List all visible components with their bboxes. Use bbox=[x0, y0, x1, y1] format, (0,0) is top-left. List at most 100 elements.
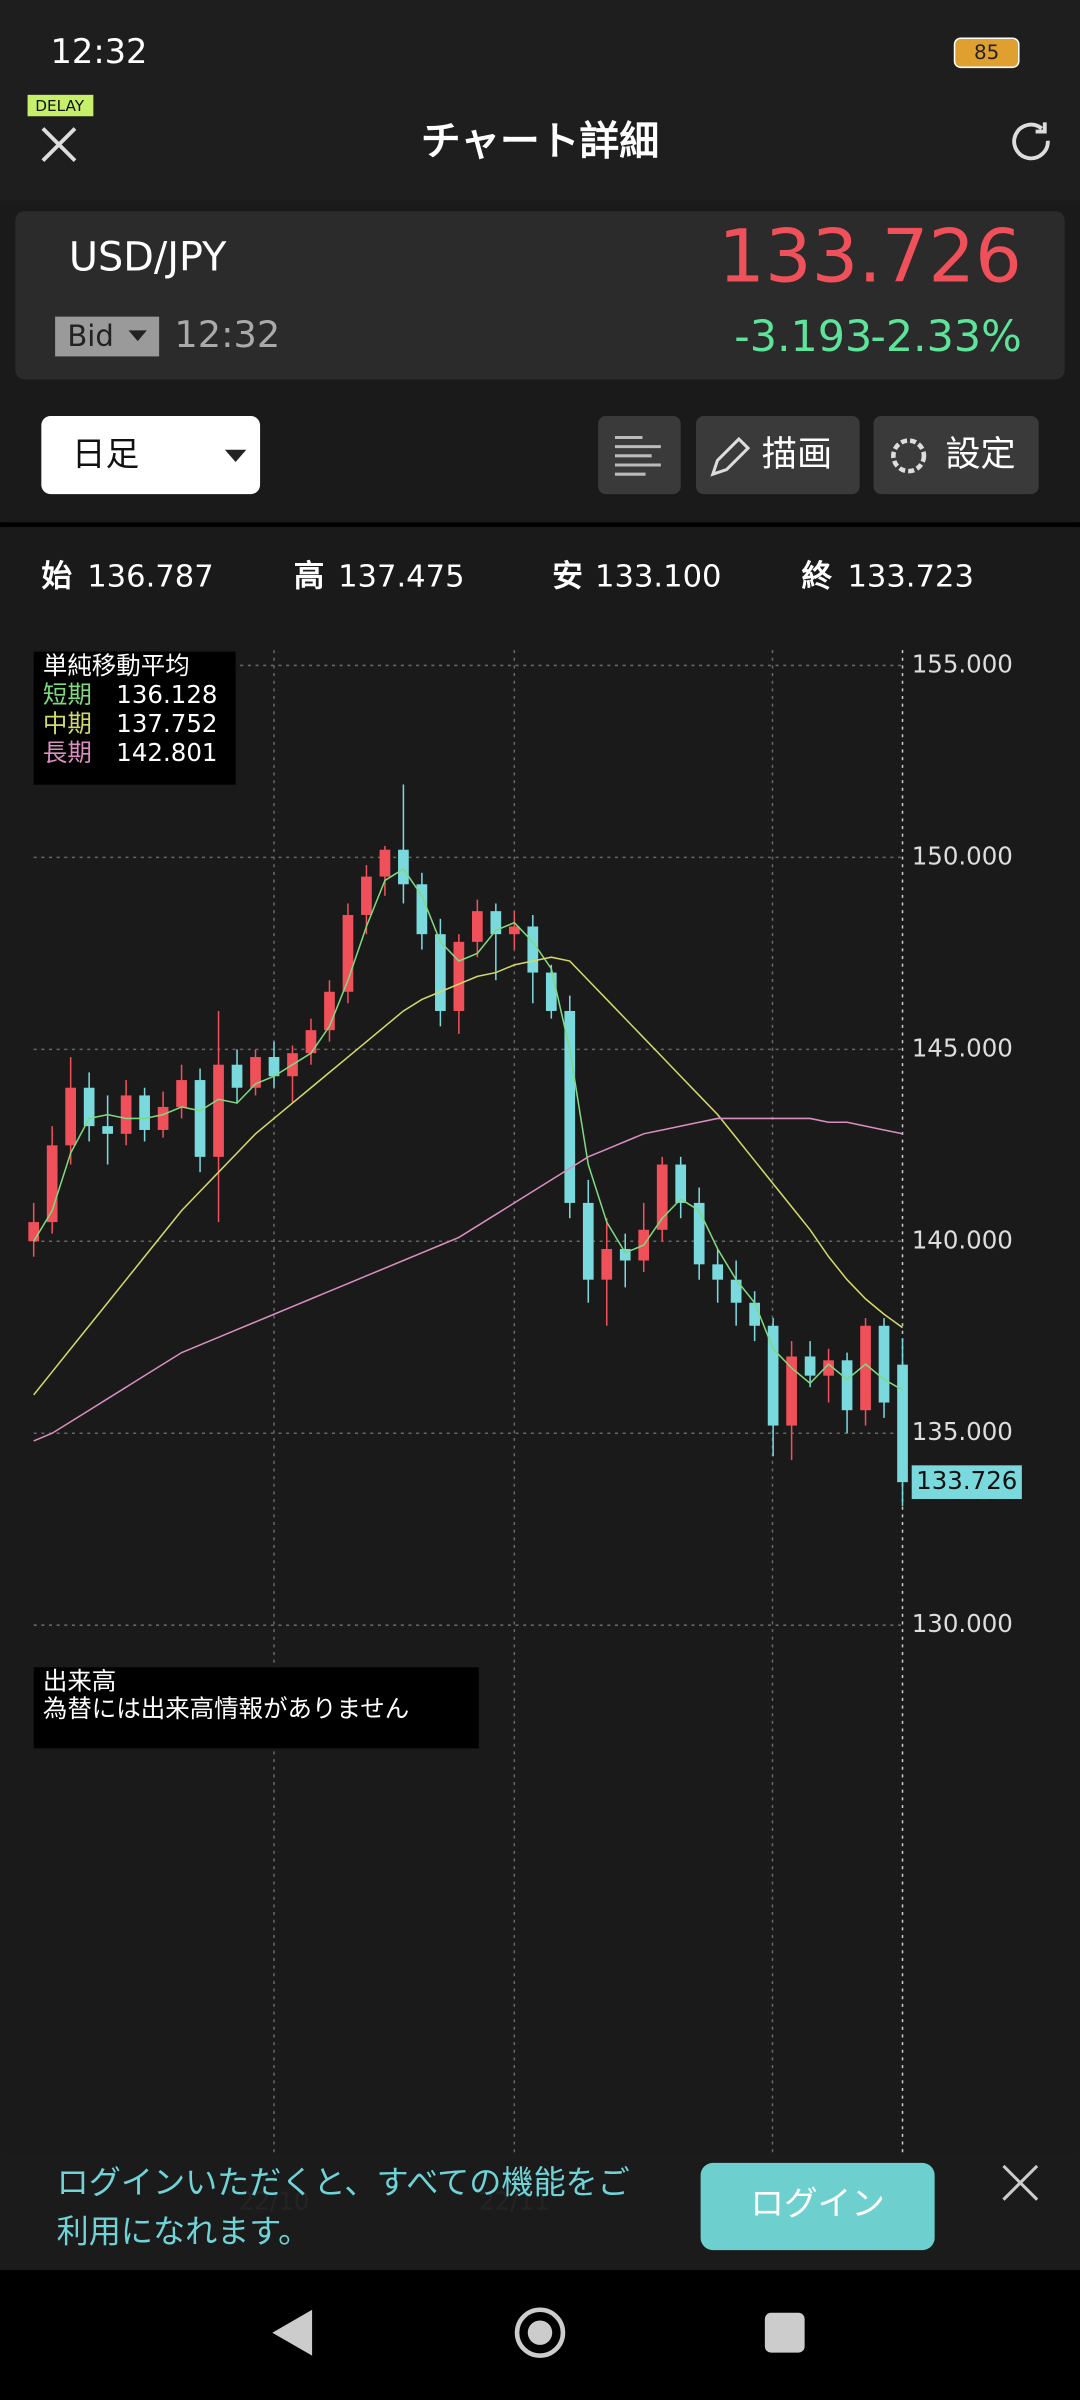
status-time: 12:32 bbox=[51, 32, 148, 71]
ohlc-value: 137.475 bbox=[338, 560, 464, 595]
candle-body bbox=[823, 1360, 834, 1376]
candle-body bbox=[324, 991, 335, 1031]
candle-body bbox=[83, 1087, 95, 1127]
candle-body bbox=[767, 1325, 779, 1426]
candle-body bbox=[120, 1095, 132, 1134]
ma-legend-title: 単純移動平均 bbox=[43, 651, 190, 680]
candle-body bbox=[508, 926, 520, 935]
banner-close[interactable] bbox=[1002, 2164, 1039, 2201]
legend-name: 長期 bbox=[43, 738, 92, 767]
volume-title: 出来高 bbox=[43, 1667, 116, 1696]
y-tick-label: 155.000 bbox=[912, 649, 1013, 678]
ohlc-value: 133.100 bbox=[595, 560, 721, 595]
candle-body bbox=[471, 911, 483, 942]
candle-body bbox=[379, 849, 391, 877]
ohlc-value: 136.787 bbox=[87, 560, 213, 595]
battery-level: 85 bbox=[974, 41, 999, 64]
settings-button[interactable] bbox=[873, 416, 1039, 495]
pair: USD/JPY bbox=[69, 235, 227, 281]
candle-body bbox=[194, 1080, 206, 1157]
price: 133.726 bbox=[718, 215, 1022, 300]
candle-body bbox=[601, 1248, 613, 1280]
candle-body bbox=[213, 1064, 224, 1157]
side-caret bbox=[128, 330, 147, 342]
candle-body bbox=[786, 1356, 797, 1426]
candle-body bbox=[231, 1064, 243, 1088]
candle-body bbox=[157, 1106, 169, 1130]
side: Bid bbox=[67, 319, 113, 353]
candle-body bbox=[545, 972, 557, 1011]
nav-recent[interactable] bbox=[764, 2312, 805, 2353]
pencil-icon bbox=[710, 436, 751, 477]
candle-body bbox=[619, 1248, 631, 1261]
period-select[interactable] bbox=[41, 416, 261, 495]
candle-body bbox=[804, 1356, 816, 1376]
top-bg bbox=[0, 0, 1080, 201]
delay-text: DELAY bbox=[35, 97, 85, 115]
draw-label: 描画 bbox=[762, 434, 832, 475]
y-tick-label: 140.000 bbox=[912, 1225, 1013, 1254]
candle-body bbox=[490, 911, 502, 935]
candle-body bbox=[250, 1057, 261, 1088]
candle-body bbox=[675, 1164, 687, 1203]
candle-body bbox=[860, 1325, 871, 1411]
period: 日足 bbox=[72, 434, 139, 473]
candle-body bbox=[564, 1010, 576, 1203]
candle-body bbox=[102, 1126, 113, 1134]
y-tick-label: 135.000 bbox=[912, 1417, 1013, 1446]
login-button[interactable] bbox=[700, 2162, 935, 2251]
volume-box bbox=[33, 1667, 479, 1749]
close-icon[interactable] bbox=[41, 127, 77, 162]
legend-name: 短期 bbox=[43, 680, 92, 709]
side-badge[interactable] bbox=[55, 316, 160, 357]
ohlc-label: 終 bbox=[802, 559, 833, 595]
candle-body bbox=[527, 926, 539, 973]
legend-value: 136.128 bbox=[116, 680, 217, 709]
candle-body bbox=[342, 914, 354, 992]
volume-message: 為替には出来高情報がありません bbox=[43, 1694, 409, 1723]
legend-value: 142.801 bbox=[116, 738, 217, 767]
candle-body bbox=[176, 1080, 187, 1107]
delay-badge bbox=[27, 94, 94, 117]
candle-body bbox=[28, 1222, 40, 1242]
banner-line: ログインいただくと、すべての機能をご bbox=[57, 2163, 630, 2201]
ma-line bbox=[33, 867, 903, 1391]
candle-body bbox=[305, 1030, 317, 1054]
nav-back[interactable] bbox=[272, 2309, 313, 2356]
settings-label: 設定 bbox=[945, 434, 1015, 475]
nav-home[interactable] bbox=[514, 2307, 566, 2358]
list-icon bbox=[614, 435, 661, 476]
y-tick-label: 150.000 bbox=[912, 841, 1013, 870]
candle-body bbox=[361, 876, 372, 915]
refresh-icon[interactable] bbox=[1012, 122, 1050, 161]
ohlc-label: 始 bbox=[41, 560, 72, 595]
draw-button[interactable] bbox=[696, 416, 860, 495]
y-tick-label: 145.000 bbox=[912, 1033, 1013, 1062]
page-title: チャート詳細 bbox=[421, 118, 659, 164]
candle-body bbox=[435, 934, 446, 1011]
candle-body bbox=[841, 1360, 853, 1411]
candle-body bbox=[656, 1164, 668, 1230]
ohlc-label: 安 bbox=[552, 560, 583, 595]
ohlc-label: 高 bbox=[294, 560, 325, 595]
candle-body bbox=[416, 884, 428, 935]
battery bbox=[953, 37, 1020, 69]
candle-body bbox=[730, 1279, 742, 1303]
candle-body bbox=[453, 941, 465, 1011]
ohlc-value: 133.723 bbox=[847, 560, 973, 595]
gear-icon bbox=[891, 438, 927, 474]
price-tag-label: 133.726 bbox=[916, 1466, 1017, 1495]
candle-body bbox=[712, 1264, 724, 1280]
quote-time: 12:32 bbox=[174, 313, 280, 356]
banner-line: 利用になれます。 bbox=[57, 2212, 311, 2250]
ma-line bbox=[33, 956, 903, 1396]
candle-body bbox=[46, 1145, 58, 1223]
nav-home-dot bbox=[527, 2320, 553, 2345]
candle-body bbox=[65, 1087, 77, 1146]
legend-name: 中期 bbox=[43, 709, 92, 738]
quote-card bbox=[15, 211, 1065, 380]
price-tag bbox=[911, 1465, 1022, 1499]
candle-body bbox=[582, 1202, 594, 1280]
